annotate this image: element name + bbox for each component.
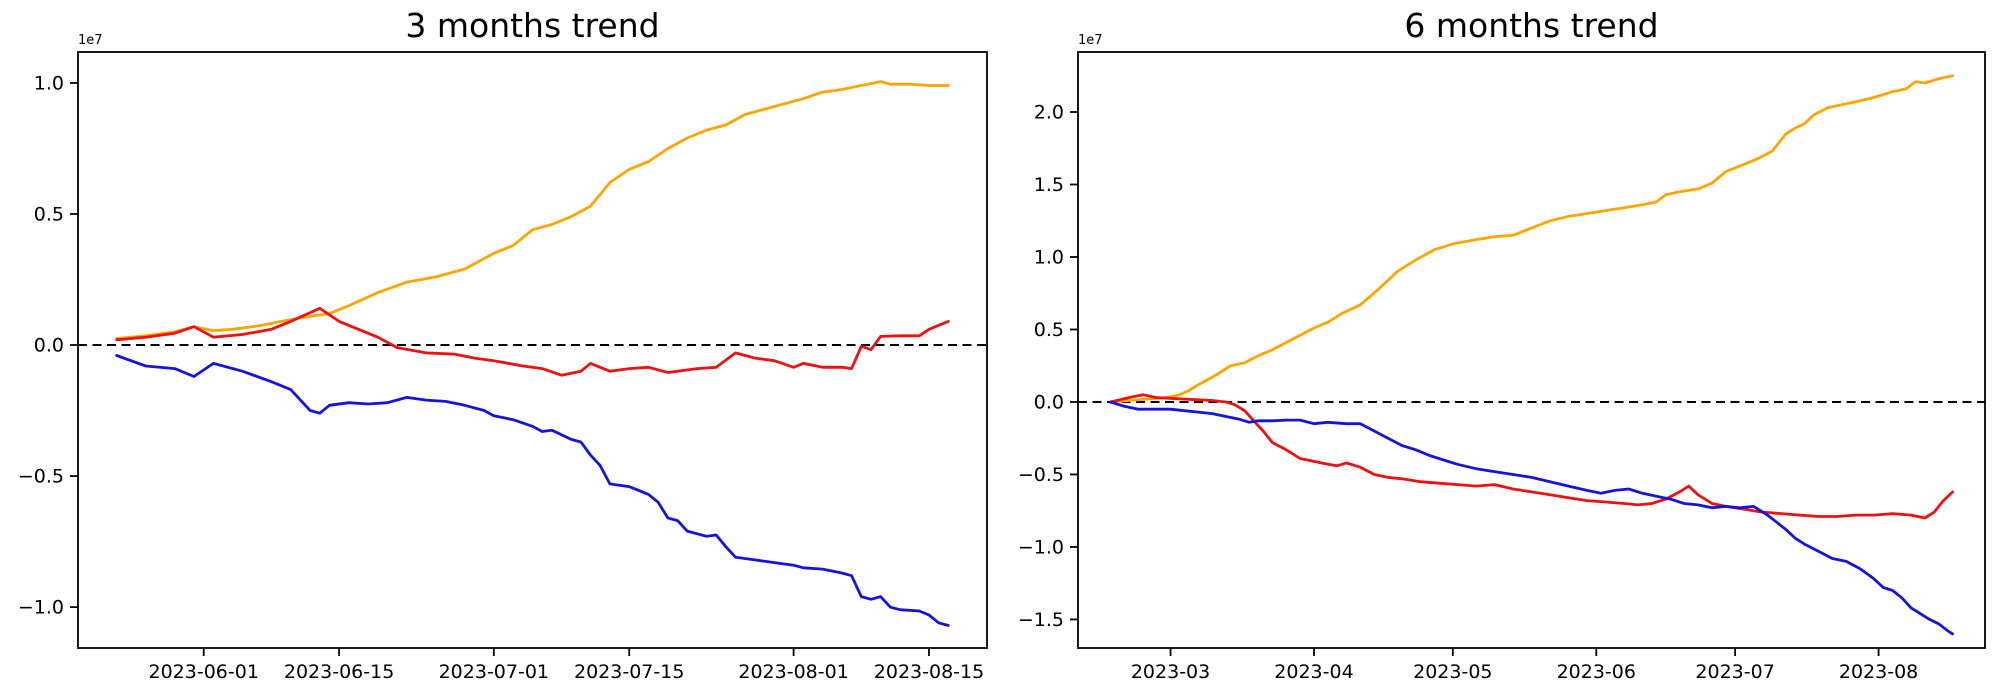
x-tick-label: 2023-08-01 xyxy=(738,661,848,683)
x-tick-label: 2023-07 xyxy=(1695,661,1774,683)
chart-6-months-trend: 6 months trend 1e7 2.0 1.5 1.0 0.5 0.0 −0.5 −1.… xyxy=(1000,0,2000,700)
series-line-blue xyxy=(115,354,950,627)
x-tick-label: 2023-07-15 xyxy=(574,661,684,683)
y-tick-label: −1.5 xyxy=(1018,609,1064,631)
y-tick-label: −1.0 xyxy=(18,597,64,619)
x-tick-label: 2023-06-15 xyxy=(284,661,394,683)
x-tick-label: 2023-08 xyxy=(1839,661,1918,683)
y-tick-label: −0.5 xyxy=(18,466,64,488)
x-tick-label: 2023-07-01 xyxy=(439,661,549,683)
series-line-orange xyxy=(1109,74,1954,404)
x-tick-label: 2023-03 xyxy=(1131,661,1210,683)
series-line-red xyxy=(1109,393,1954,520)
y-tick-label: −0.5 xyxy=(1018,464,1064,486)
axis-offset-label: 1e7 xyxy=(1078,33,1103,48)
y-tick-label: 0.0 xyxy=(1034,391,1064,413)
x-tick-label: 2023-05 xyxy=(1413,661,1492,683)
x-tick-label: 2023-06-01 xyxy=(149,661,259,683)
y-tick-label: 0.0 xyxy=(34,335,64,357)
x-tick-label: 2023-06 xyxy=(1557,661,1636,683)
series-line-blue xyxy=(1109,400,1954,636)
series-line-red xyxy=(115,306,950,377)
y-tick-label: 0.5 xyxy=(34,203,64,225)
axes-frame xyxy=(77,51,988,649)
y-tick-label: 2.0 xyxy=(1034,102,1064,124)
chart-canvas-6m: 1e7 2.0 1.5 1.0 0.5 0.0 −0.5 −1.0 −1.5 2023-03 202… xyxy=(1018,33,1986,683)
chart-canvas-3m: 1e7 1.0 0.5 0.0 −0.5 −1.0 2023-06-01 2023-06-15… xyxy=(18,33,988,683)
y-tick-label: −1.0 xyxy=(1018,536,1064,558)
axis-offset-label: 1e7 xyxy=(78,33,103,48)
chart-title-6m: 6 months trend xyxy=(1404,6,1659,45)
x-tick-label: 2023-08-15 xyxy=(874,661,984,683)
chart-title-3m: 3 months trend xyxy=(405,6,660,45)
y-tick-label: 1.5 xyxy=(1034,174,1064,196)
x-tick-label: 2023-04 xyxy=(1274,661,1353,683)
y-tick-label: 0.5 xyxy=(1034,319,1064,341)
y-tick-label: 1.0 xyxy=(34,72,64,94)
chart-3-months-trend: 3 months trend 1e7 1.0 0.5 0.0 −0.5 −1.0 2023-… xyxy=(18,6,988,683)
series-line-orange xyxy=(115,80,950,340)
axes-frame xyxy=(1077,51,1986,649)
y-tick-label: 1.0 xyxy=(1034,246,1064,268)
